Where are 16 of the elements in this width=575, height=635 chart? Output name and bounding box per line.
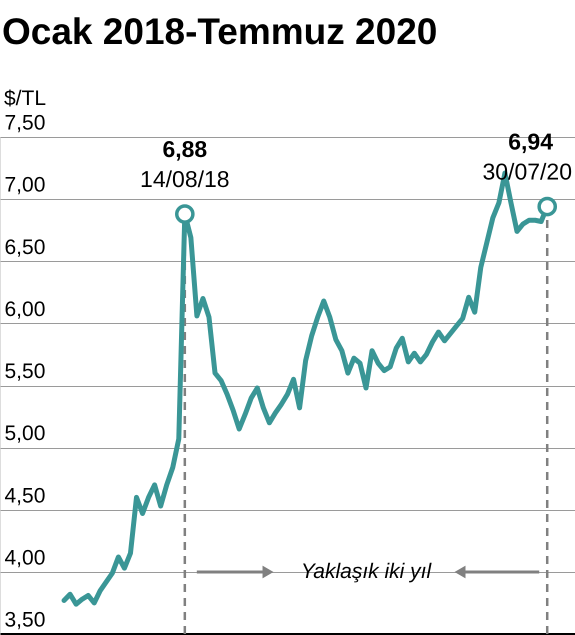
annotation: Yaklaşık iki yıl	[300, 560, 433, 583]
y-tick-label: 5,00	[4, 422, 46, 446]
y-axis-title: $/TL	[4, 87, 46, 110]
chart-title: Ocak 2018-Temmuz 2020	[2, 11, 438, 52]
annotation: 14/08/18	[140, 166, 230, 192]
y-tick-label: 6,50	[4, 236, 46, 259]
y-tick-label: 7,00	[4, 174, 46, 197]
y-tick-label: 5,50	[4, 360, 46, 383]
annotation: 6,94	[508, 128, 554, 155]
y-tick-label: 6,00	[4, 298, 46, 321]
annotation: 6,88	[162, 136, 208, 162]
annotation: 30/07/20	[482, 158, 572, 185]
y-tick-label: 7,50	[4, 112, 46, 134]
y-tick-label: 4,50	[4, 484, 46, 508]
y-tick-label: 4,00	[4, 546, 46, 570]
y-tick-label: 3,50	[4, 608, 46, 632]
